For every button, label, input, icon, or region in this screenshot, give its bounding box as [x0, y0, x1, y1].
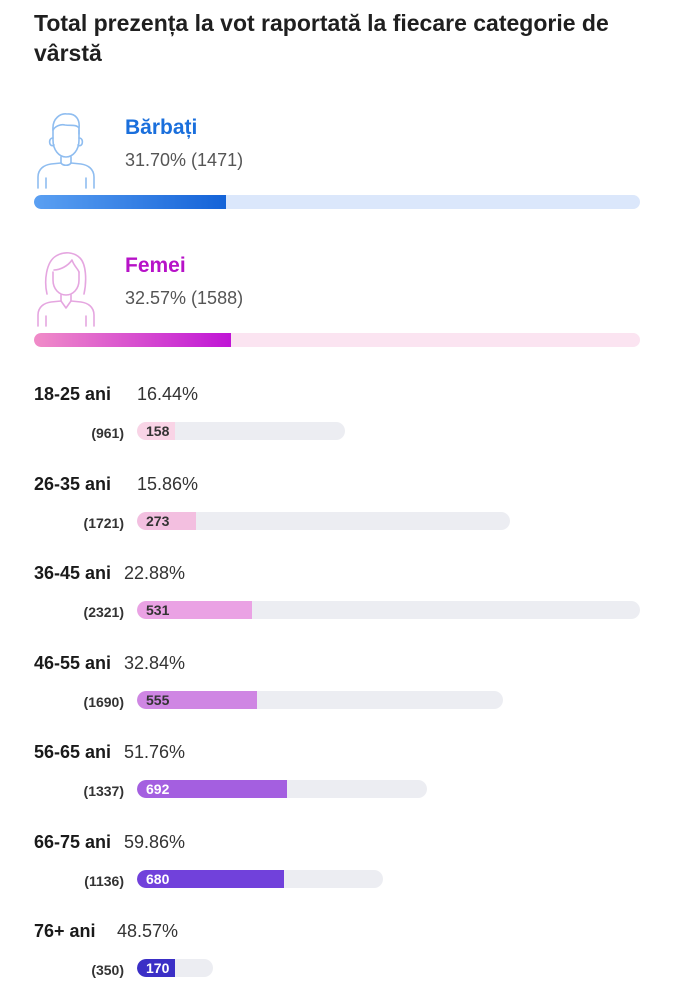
men-progress-track: [34, 195, 640, 209]
age-row: 18-25 ani 16.44% (961) 158: [0, 384, 678, 464]
age-row: 36-45 ani 22.88% (2321) 531: [0, 563, 678, 643]
age-bar-fill: [137, 690, 258, 709]
age-bar-value: 170: [146, 960, 170, 976]
age-group-label: 46-55 ani: [34, 652, 112, 673]
age-bar-value: 158: [146, 423, 170, 439]
age-bar-value: 273: [146, 512, 170, 529]
age-group-label: 36-45 ani: [34, 563, 112, 583]
woman-avatar-icon: [37, 252, 95, 327]
age-bar-fill: [137, 601, 253, 619]
age-bar-track: 273: [137, 511, 510, 530]
age-row: 76+ ani 48.57% (350) 170: [0, 921, 678, 1001]
age-row: 26-35 ani 15.86% (1721) 273: [0, 474, 678, 554]
men-section: Bărbați 31.70% (1471): [0, 110, 678, 230]
age-row: 46-55 ani 32.84% (1690) 555: [0, 653, 678, 733]
women-section: Femei 32.57% (1588): [0, 248, 678, 368]
age-bar-value: 692: [146, 781, 170, 797]
women-stat: 32.57% (1588): [125, 288, 244, 308]
age-group-total: (1337): [83, 783, 124, 799]
age-group-percent: 16.44%: [137, 384, 199, 404]
age-bar-fill: [137, 511, 197, 530]
age-group-total: (1136): [84, 872, 124, 889]
women-progress-fill: [34, 333, 232, 347]
age-bar-value: 555: [146, 691, 170, 708]
age-bar-track: 692: [137, 780, 427, 798]
age-bar-track: 680: [137, 869, 384, 888]
age-group-percent: 48.57%: [117, 921, 179, 941]
men-stat: 31.70% (1471): [125, 150, 244, 170]
age-group-total: (350): [91, 962, 124, 978]
women-label: Femei: [125, 254, 186, 277]
age-bar-track: 555: [137, 690, 504, 709]
age-bar-track: 531: [137, 601, 640, 619]
age-group-label: 56-65 ani: [34, 742, 112, 762]
age-group-total: (961): [91, 425, 124, 441]
men-progress-fill: [34, 195, 227, 209]
age-bar-fill: [137, 780, 287, 798]
age-bar-fill: [137, 422, 175, 440]
age-bar-value: 531: [146, 602, 170, 618]
age-group-total: (1721): [83, 514, 124, 531]
age-group-percent: 59.86%: [124, 831, 186, 852]
age-group-label: 18-25 ani: [34, 384, 112, 404]
age-group-label: 26-35 ani: [34, 473, 112, 494]
age-row: 66-75 ani 59.86% (1136) 680: [0, 832, 678, 912]
age-bar-fill: [137, 959, 175, 977]
age-group-label: 76+ ani: [34, 921, 96, 941]
age-bar-fill: [137, 869, 285, 888]
age-bar-track: 170: [137, 959, 213, 977]
age-group-percent: 32.84%: [124, 652, 186, 673]
age-bar-track: 158: [137, 422, 346, 440]
age-group-total: (2321): [83, 604, 124, 620]
age-group-label: 66-75 ani: [34, 831, 112, 852]
man-avatar-icon: [37, 113, 95, 189]
men-label: Bărbați: [125, 116, 198, 139]
age-row: 56-65 ani 51.76% (1337) 692: [0, 742, 678, 822]
page-title: Total prezența la vot raportată la fieca…: [34, 10, 609, 66]
age-group-percent: 51.76%: [124, 742, 186, 762]
age-group-total: (1690): [83, 693, 124, 710]
age-group-percent: 15.86%: [137, 473, 199, 494]
women-progress-track: [34, 333, 640, 347]
age-bar-value: 680: [146, 870, 170, 887]
age-group-percent: 22.88%: [124, 563, 186, 583]
